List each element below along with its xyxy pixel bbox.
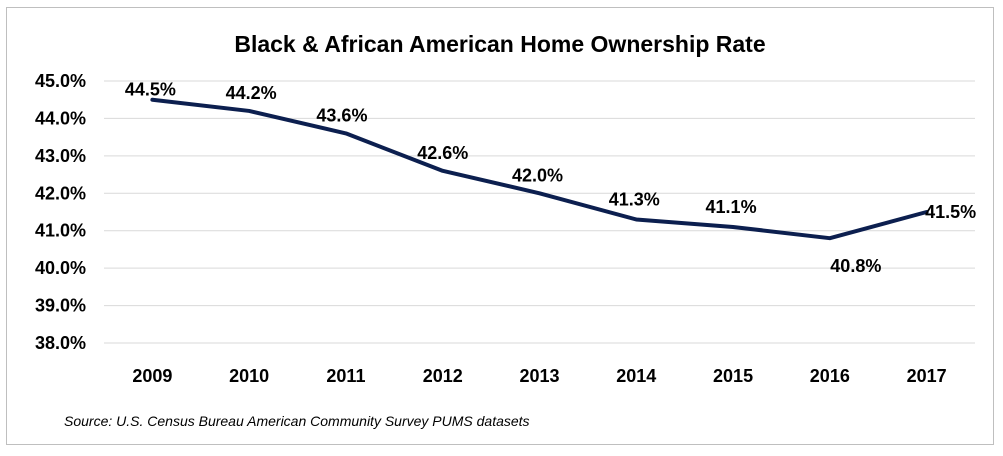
y-tick-label: 39.0% <box>35 296 86 316</box>
y-tick-label: 44.0% <box>35 108 86 128</box>
y-tick-label: 45.0% <box>35 71 86 91</box>
data-label: 44.2% <box>226 83 277 103</box>
x-axis-ticks: 2009 2010 2011 2012 2013 2014 2015 2016 2017 <box>132 366 946 386</box>
data-label: 44.5% <box>125 80 176 100</box>
data-label: 42.6% <box>417 143 468 163</box>
x-tick-label: 2010 <box>229 366 269 386</box>
series-layer <box>150 97 929 241</box>
chart-title: Black & African American Home Ownership … <box>234 31 765 57</box>
x-tick-label: 2017 <box>907 366 947 386</box>
y-tick-label: 40.0% <box>35 258 86 278</box>
data-label: 40.8% <box>830 256 881 276</box>
x-tick-label: 2013 <box>519 366 559 386</box>
data-label: 43.6% <box>316 105 367 125</box>
x-tick-label: 2009 <box>132 366 172 386</box>
series-line <box>150 97 929 241</box>
chart-frame <box>6 7 994 445</box>
data-labels: 44.5% 44.2% 43.6% 42.6% 42.0% 41.3% 41.1% 40.8%… <box>125 80 976 276</box>
y-axis-ticks: 45.0% 44.0% 43.0% 42.0% 41.0% 40.0% 39.0% 38.0% <box>35 71 86 353</box>
gridlines <box>104 80 975 344</box>
data-label: 41.5% <box>925 202 976 222</box>
y-tick-label: 41.0% <box>35 221 86 241</box>
data-label: 41.3% <box>609 189 660 209</box>
x-tick-label: 2015 <box>713 366 753 386</box>
x-tick-label: 2011 <box>326 366 365 386</box>
x-tick-label: 2016 <box>810 366 850 386</box>
data-label: 41.1% <box>706 197 757 217</box>
y-tick-label: 38.0% <box>35 333 86 353</box>
x-tick-label: 2014 <box>616 366 656 386</box>
x-tick-label: 2012 <box>423 366 463 386</box>
y-tick-label: 43.0% <box>35 146 86 166</box>
source-note: Source: U.S. Census Bureau American Comm… <box>64 413 530 429</box>
data-label: 42.0% <box>512 165 563 185</box>
y-tick-label: 42.0% <box>35 183 86 203</box>
